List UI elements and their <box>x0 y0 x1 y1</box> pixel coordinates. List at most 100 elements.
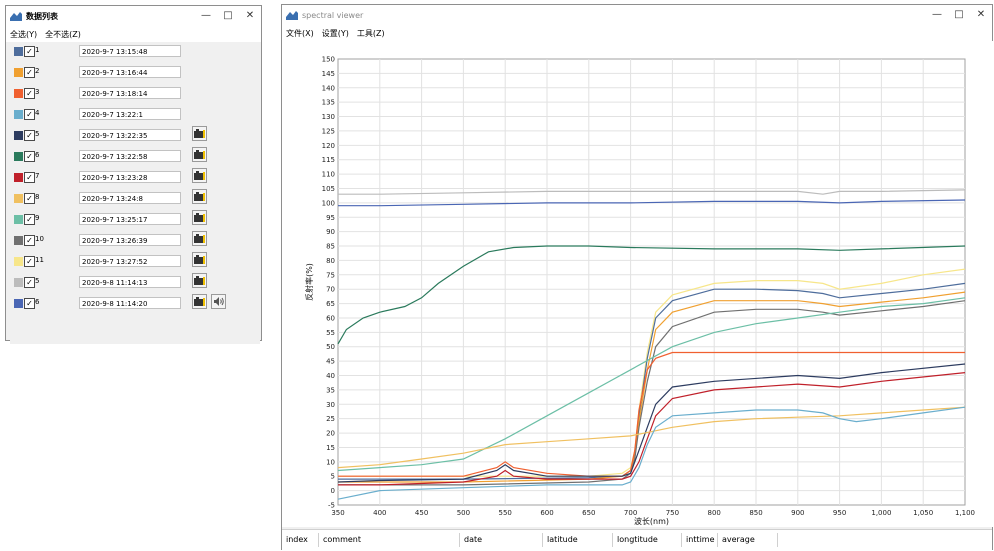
data-list-menubar: 全选(Y) 全不选(Z) <box>6 26 261 42</box>
y-tick-label: 30 <box>326 401 335 409</box>
color-swatch[interactable] <box>14 257 23 266</box>
y-tick-label: 10 <box>326 458 335 466</box>
column-inttime[interactable]: inttime <box>682 533 718 547</box>
y-tick-label: 140 <box>322 84 335 92</box>
visibility-checkbox[interactable]: ✓ <box>24 67 35 78</box>
list-item: ✓ 9 2020-9-7 13:25:17 <box>10 210 256 227</box>
y-tick-label: 135 <box>322 99 335 107</box>
minimize-icon[interactable]: — <box>201 10 211 21</box>
list-item: ✓ 6 2020-9-7 13:22:58 <box>10 147 256 164</box>
close-icon[interactable]: ✕ <box>976 9 986 20</box>
timestamp-field[interactable]: 2020-9-7 13:18:14 <box>79 87 181 99</box>
timestamp-field[interactable]: 2020-9-7 13:23:28 <box>79 171 181 183</box>
visibility-checkbox[interactable]: ✓ <box>24 172 35 183</box>
menu-settings[interactable]: 设置(Y) <box>321 28 349 38</box>
x-tick-label: 450 <box>415 509 428 517</box>
camera-icon[interactable] <box>192 252 207 267</box>
color-swatch[interactable] <box>14 299 23 308</box>
color-swatch[interactable] <box>14 194 23 203</box>
color-swatch[interactable] <box>14 152 23 161</box>
x-tick-label: 400 <box>373 509 386 517</box>
y-tick-label: 145 <box>322 70 335 78</box>
row-label: 6 <box>35 298 40 306</box>
visibility-checkbox[interactable]: ✓ <box>24 130 35 141</box>
column-longtitude[interactable]: longtitude <box>613 533 682 547</box>
maximize-icon[interactable]: □ <box>223 10 233 21</box>
timestamp-field[interactable]: 2020-9-8 11:14:13 <box>79 276 181 288</box>
x-tick-label: 650 <box>582 509 595 517</box>
visibility-checkbox[interactable]: ✓ <box>24 298 35 309</box>
y-tick-label: 130 <box>322 113 335 121</box>
series-line <box>337 297 966 472</box>
y-tick-label: 65 <box>326 300 335 308</box>
y-tick-label: 115 <box>322 156 335 164</box>
list-item: ✓ 5 2020-9-7 13:22:35 <box>10 126 256 143</box>
color-swatch[interactable] <box>14 47 23 56</box>
x-tick-label: 550 <box>499 509 512 517</box>
spectrum-chart-svg: -5 0 5 10 15 20 25 30 35 40 45 50 55 60 65 70 75 80 85 90 95… <box>304 56 975 527</box>
visibility-checkbox[interactable]: ✓ <box>24 88 35 99</box>
visibility-checkbox[interactable]: ✓ <box>24 46 35 57</box>
maximize-icon[interactable]: □ <box>954 9 964 20</box>
timestamp-field[interactable]: 2020-9-7 13:22:58 <box>79 150 181 162</box>
row-label: 11 <box>35 256 44 264</box>
camera-icon[interactable] <box>192 210 207 225</box>
row-label: 3 <box>35 88 40 96</box>
visibility-checkbox[interactable]: ✓ <box>24 277 35 288</box>
series-line <box>338 199 966 207</box>
visibility-checkbox[interactable]: ✓ <box>24 235 35 246</box>
y-tick-label: 100 <box>322 199 335 207</box>
color-swatch[interactable] <box>14 215 23 224</box>
column-date[interactable]: date <box>460 533 543 547</box>
timestamp-field[interactable]: 2020-9-7 13:27:52 <box>79 255 181 267</box>
timestamp-field[interactable]: 2020-9-7 13:26:39 <box>79 234 181 246</box>
list-item: ✓ 11 2020-9-7 13:27:52 <box>10 252 256 269</box>
color-swatch[interactable] <box>14 68 23 77</box>
color-swatch[interactable] <box>14 89 23 98</box>
timestamp-field[interactable]: 2020-9-7 13:16:44 <box>79 66 181 78</box>
visibility-checkbox[interactable]: ✓ <box>24 193 35 204</box>
visibility-checkbox[interactable]: ✓ <box>24 256 35 267</box>
y-tick-label: 70 <box>326 286 335 294</box>
timestamp-field[interactable]: 2020-9-7 13:22:1 <box>79 108 181 120</box>
y-tick-label: 110 <box>322 171 335 179</box>
timestamp-field[interactable]: 2020-9-8 11:14:20 <box>79 297 181 309</box>
menu-select-all[interactable]: 全选(Y) <box>10 29 38 39</box>
color-swatch[interactable] <box>14 173 23 182</box>
camera-icon[interactable] <box>192 231 207 246</box>
column-comment[interactable]: comment <box>319 533 460 547</box>
menu-select-none[interactable]: 全不选(Z) <box>45 29 81 39</box>
timestamp-field[interactable]: 2020-9-7 13:22:35 <box>79 129 181 141</box>
menu-file[interactable]: 文件(X) <box>286 28 314 38</box>
minimize-icon[interactable]: — <box>932 9 942 20</box>
camera-icon[interactable] <box>192 147 207 162</box>
column-index[interactable]: index <box>282 533 319 547</box>
camera-icon[interactable] <box>192 189 207 204</box>
camera-icon[interactable] <box>192 273 207 288</box>
camera-icon[interactable] <box>192 126 207 141</box>
visibility-checkbox[interactable]: ✓ <box>24 109 35 120</box>
menu-tools[interactable]: 工具(Z) <box>356 28 385 38</box>
column-average[interactable]: average <box>718 533 778 547</box>
y-tick-label: 105 <box>322 185 335 193</box>
series-line <box>337 406 966 500</box>
camera-icon[interactable] <box>192 168 207 183</box>
spectrum-chart[interactable]: -5 0 5 10 15 20 25 30 35 40 45 50 55 60 65 70 75 80 85 90 95… <box>282 41 994 527</box>
column-latitude[interactable]: latitude <box>543 533 613 547</box>
app-icon <box>286 11 298 20</box>
color-swatch[interactable] <box>14 278 23 287</box>
color-swatch[interactable] <box>14 110 23 119</box>
timestamp-field[interactable]: 2020-9-7 13:25:17 <box>79 213 181 225</box>
x-tick-label: 1,050 <box>913 509 933 517</box>
color-swatch[interactable] <box>14 236 23 245</box>
timestamp-field[interactable]: 2020-9-7 13:15:48 <box>79 45 181 57</box>
visibility-checkbox[interactable]: ✓ <box>24 151 35 162</box>
visibility-checkbox[interactable]: ✓ <box>24 214 35 225</box>
camera-icon[interactable] <box>192 294 207 309</box>
row-label: 4 <box>35 109 40 117</box>
speaker-icon[interactable] <box>211 294 226 309</box>
close-icon[interactable]: ✕ <box>245 10 255 21</box>
data-list-window: 数据列表 — □ ✕ 全选(Y) 全不选(Z) ✓ 1 2020-9-7 13:15… <box>5 5 262 344</box>
color-swatch[interactable] <box>14 131 23 140</box>
timestamp-field[interactable]: 2020-9-7 13:24:8 <box>79 192 181 204</box>
